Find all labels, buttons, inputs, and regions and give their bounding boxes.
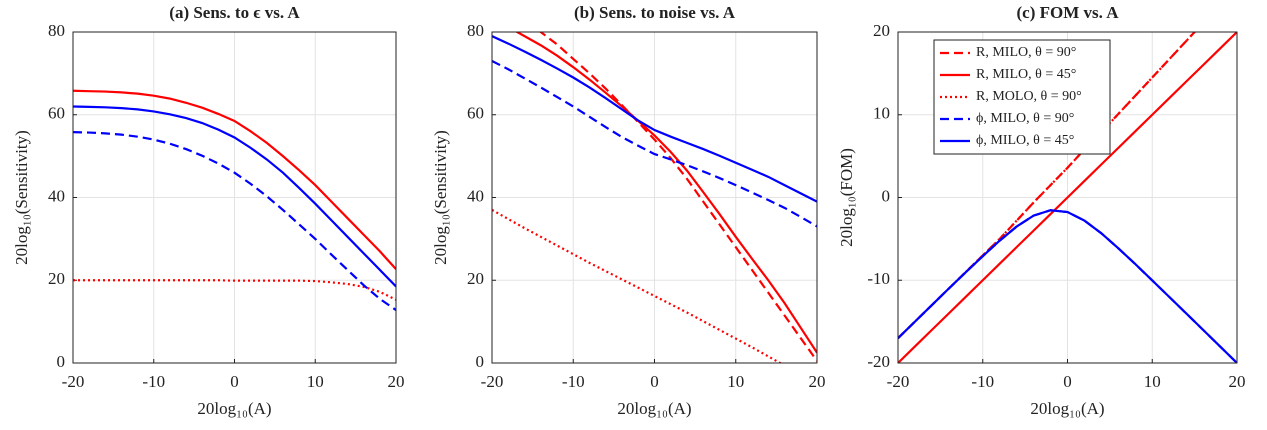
y-tick-label: 60 [467, 104, 484, 123]
legend-label: R, MILO, θ = 90° [976, 45, 1076, 60]
series-line [73, 279, 396, 301]
x-tick-label: 10 [727, 372, 744, 391]
series-line [898, 209, 1237, 363]
x-axis-label: 20log₁₀(A) [617, 399, 691, 418]
legend-label: ϕ, MILO, θ = 90° [976, 111, 1074, 126]
x-tick-label: 0 [230, 372, 239, 391]
y-tick-label: 20 [48, 269, 65, 288]
y-tick-label: 40 [467, 186, 484, 205]
x-tick-label: -20 [62, 372, 85, 391]
series-line [492, 59, 817, 228]
x-tick-label: -20 [481, 372, 504, 391]
y-tick-label: 0 [476, 352, 485, 371]
panel: -20 -10 0 10 20 0 20 40 60 80 (b) Sens. to noise v… [431, 3, 826, 418]
series-group [73, 89, 396, 311]
x-tick-label: -20 [887, 372, 910, 391]
series-line [538, 32, 817, 362]
series-line [514, 32, 817, 354]
y-tick-label: 80 [467, 21, 484, 40]
x-axis-label: 20log₁₀(A) [1030, 399, 1104, 418]
y-tick-label: 0 [57, 352, 66, 371]
y-tick-label: -20 [867, 352, 890, 371]
x-tick-label: 10 [307, 372, 324, 391]
axes-box [491, 31, 818, 364]
y-axis-label: 20log₁₀(Sensitivity) [12, 130, 31, 265]
chart-title: (c) FOM vs. A [1017, 3, 1120, 22]
panel: -20 -10 0 10 20 0 20 40 60 80 (a) Sens. to ϵ vs. A… [12, 3, 405, 418]
x-tick-label: -10 [562, 372, 585, 391]
series-line [898, 32, 1197, 339]
y-tick-label: 20 [467, 269, 484, 288]
y-tick-label: 20 [873, 21, 890, 40]
x-tick-label: 20 [388, 372, 405, 391]
y-tick-label: 60 [48, 104, 65, 123]
x-tick-label: 0 [1063, 372, 1072, 391]
axes-box [897, 31, 1238, 364]
legend-box [933, 39, 1111, 155]
series-line [73, 131, 396, 311]
series-line [492, 35, 817, 203]
x-tick-label: 20 [1229, 372, 1246, 391]
series-line [898, 32, 1237, 363]
x-axis-label: 20log₁₀(A) [197, 399, 271, 418]
x-tick-label: 10 [1144, 372, 1161, 391]
series-line [492, 208, 783, 363]
y-axis-label: 20log₁₀(FOM) [837, 148, 856, 247]
y-tick-label: 0 [882, 186, 891, 205]
y-tick-label: 10 [873, 104, 890, 123]
series-group [898, 32, 1237, 363]
x-tick-label: -10 [142, 372, 165, 391]
y-tick-label: 40 [48, 186, 65, 205]
chart-title: (a) Sens. to ϵ vs. A [169, 3, 300, 22]
x-tick-label: -10 [971, 372, 994, 391]
series-line [73, 105, 396, 288]
legend: R, MILO, θ = 90° R, MILO, θ = 45° R, MOLO,… [933, 39, 1111, 155]
chart-title: (b) Sens. to noise vs. A [574, 3, 736, 22]
y-axis-label: 20log₁₀(Sensitivity) [431, 130, 450, 265]
panel: -20 -10 0 10 20 -20 -10 0 10 20 (c) FOM vs. A 20log… [837, 3, 1246, 418]
legend-label: ϕ, MILO, θ = 45° [976, 133, 1074, 148]
x-tick-label: 0 [650, 372, 659, 391]
y-tick-label: -10 [867, 269, 890, 288]
x-tick-label: 20 [809, 372, 826, 391]
series-group [492, 32, 817, 363]
series-line [73, 89, 396, 270]
legend-label: R, MILO, θ = 45° [976, 67, 1076, 82]
legend-label: R, MOLO, θ = 90° [976, 89, 1082, 104]
y-tick-label: 80 [48, 21, 65, 40]
axes-box [72, 31, 397, 364]
